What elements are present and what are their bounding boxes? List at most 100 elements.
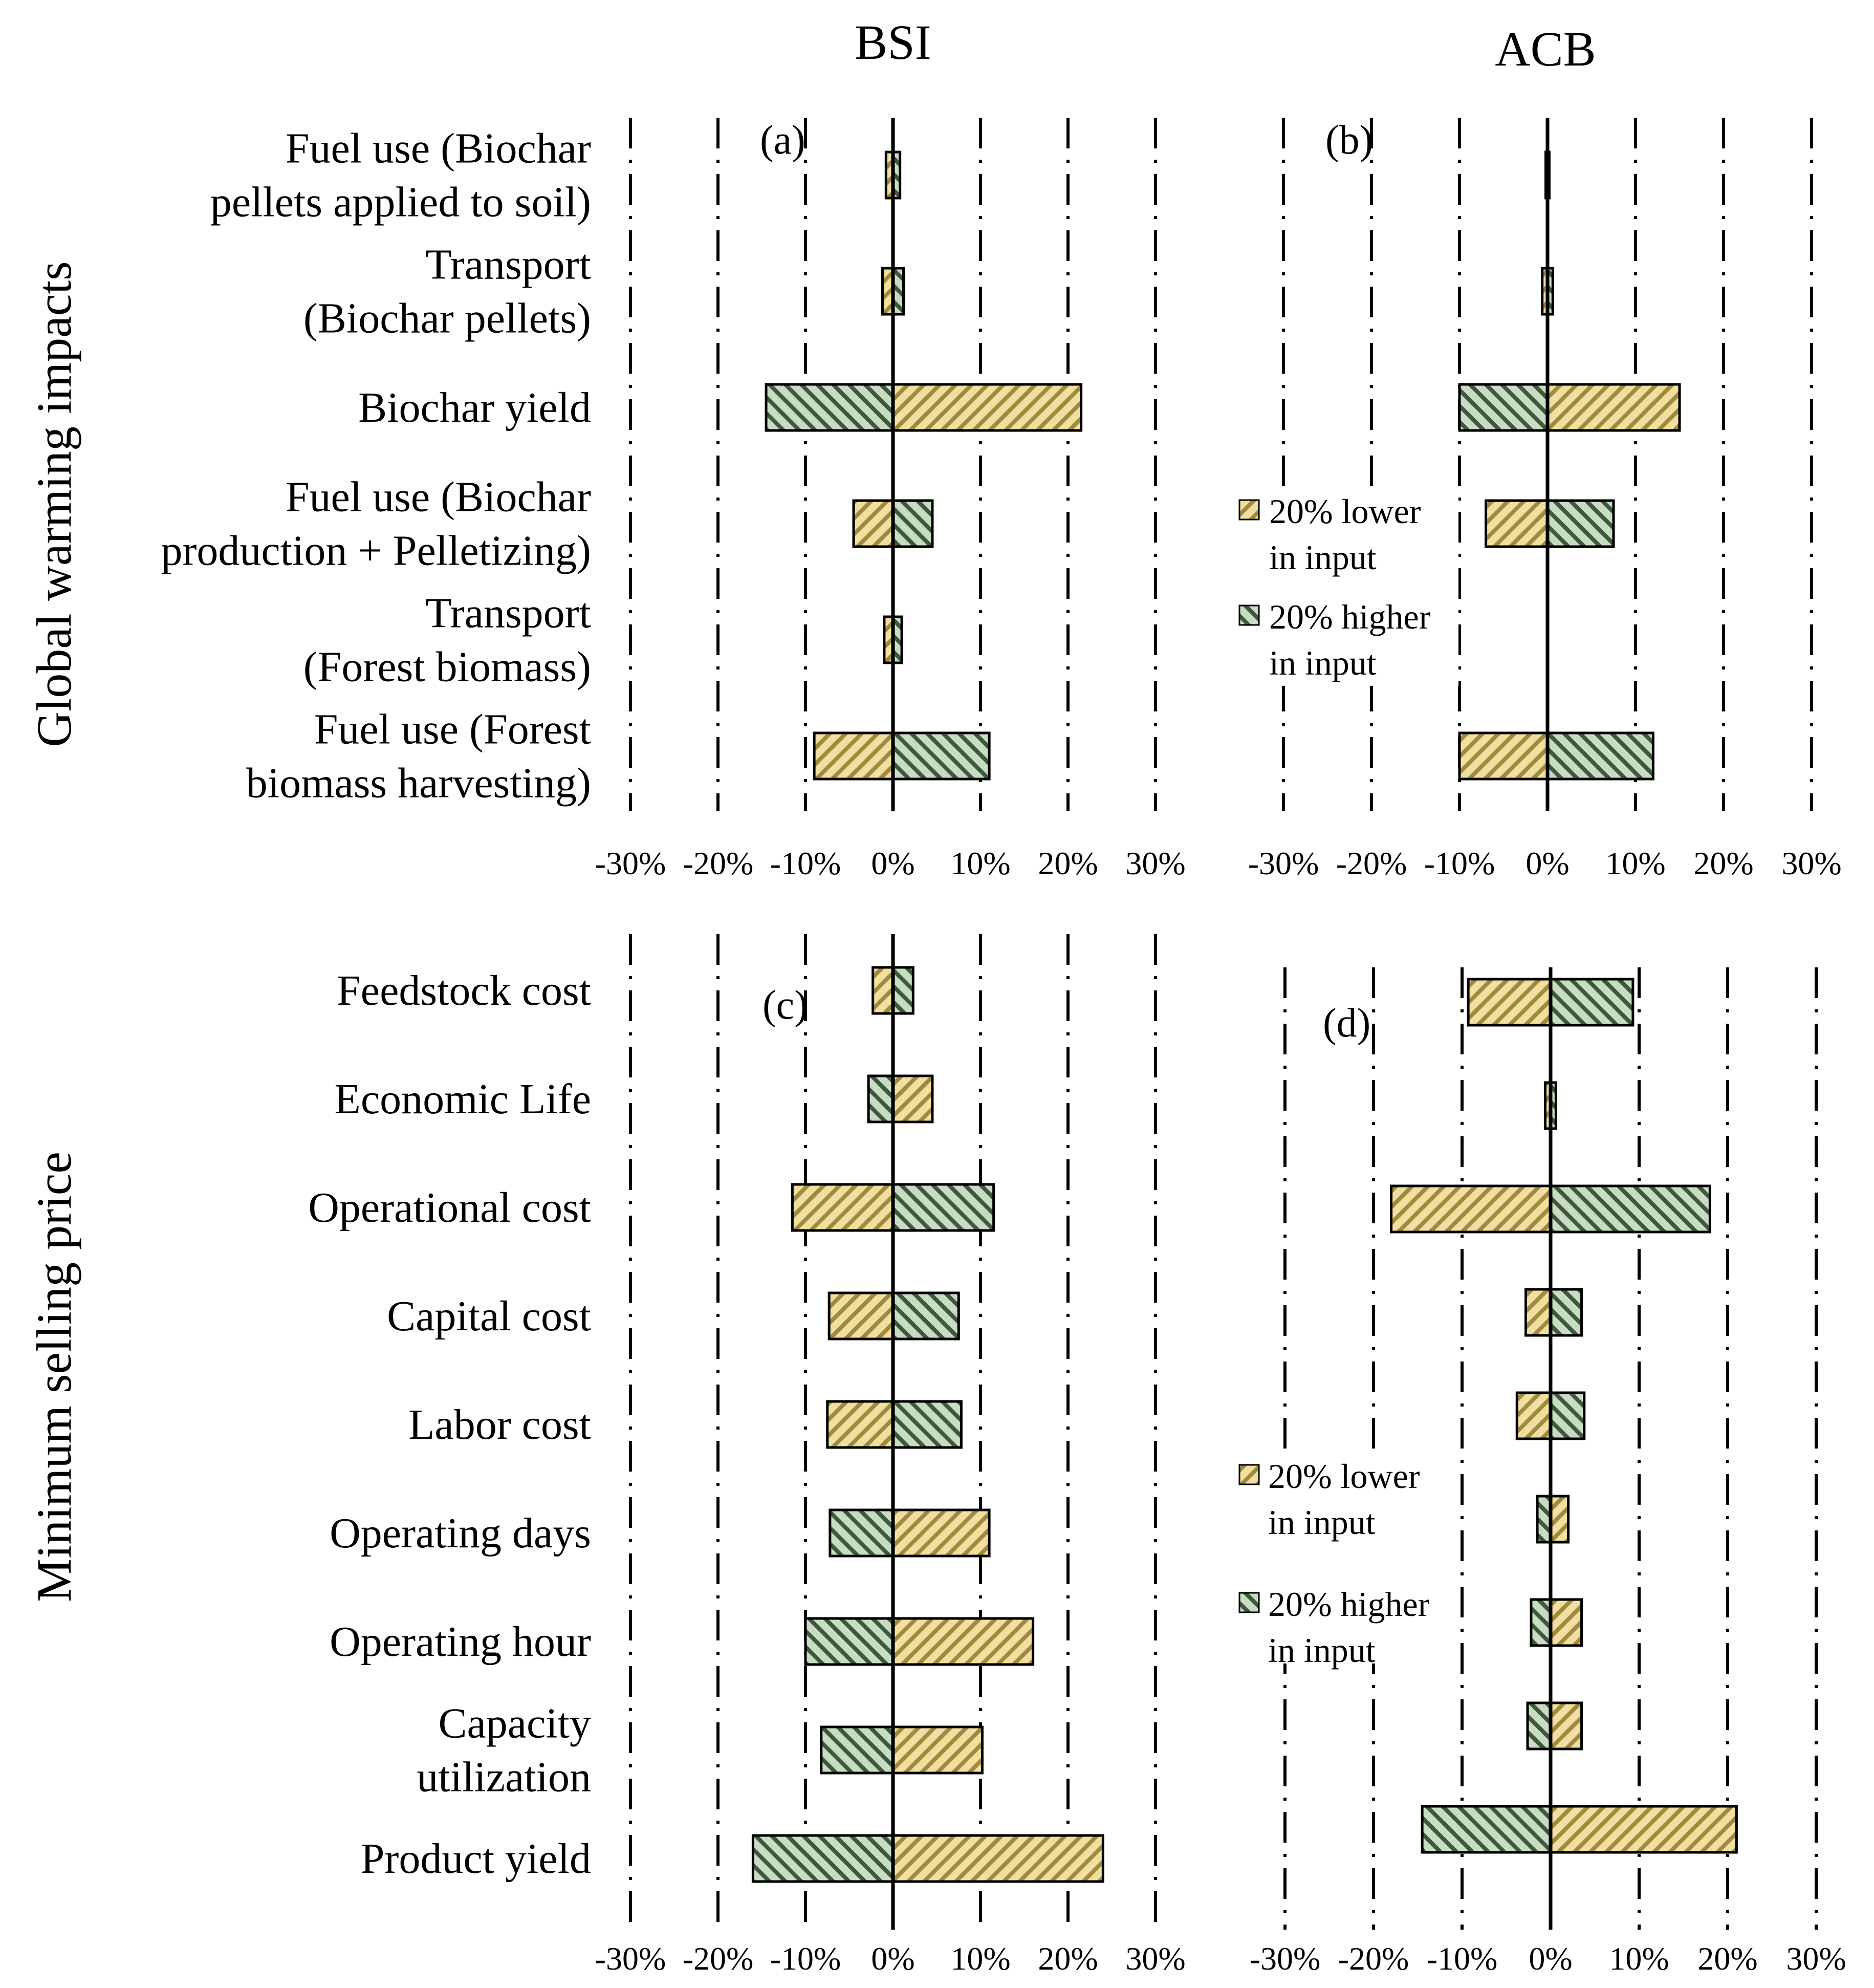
bar-higher-input [1536,1495,1552,1544]
legend-b-higher-line2: in input [1269,643,1377,682]
tick-label: 20% [1038,845,1098,881]
category-label: Product yield [361,1835,591,1883]
tick-label: -30% [595,1940,666,1977]
column-title-acb: ACB [1495,21,1596,76]
panel-label: (b) [1325,118,1373,163]
panel-c-bsi-msp: (c) Feedstock cost Economic Life Operationa… [308,934,1186,1977]
bar-lower-input [1549,1701,1583,1751]
tick-label: 20% [1038,1940,1098,1977]
category-label: Operating hour [330,1618,591,1666]
bar-higher-input [891,499,934,548]
bar-higher-input [829,1508,895,1558]
tick-label: 0% [1526,845,1569,881]
tick-label: 0% [871,845,914,881]
category-label: biomass harvesting) [246,760,591,807]
legend-b-higher-label: 20% higher in input [1269,597,1439,682]
bar-higher-input [1549,1184,1711,1234]
bar-lower-input [871,966,895,1015]
panel-a-bsi-gwi: (a) Fuel use (Biochar pellets applied to s… [161,118,1186,881]
bar-lower-input [791,1183,895,1232]
category-label: Feedstock cost [337,967,591,1014]
bar-lower-input [891,1508,991,1558]
category-label: Fuel use (Biochar [286,473,591,521]
bar-higher-input [1421,1805,1552,1854]
tick-label: -30% [595,845,666,881]
legend-b-lower-line2: in input [1269,538,1377,577]
bar-lower-input [891,1834,1104,1883]
bar-lower-input [891,383,1083,432]
column-title-bsi: BSI [855,15,931,70]
tick-label: -20% [683,845,754,881]
tick-label: 30% [1125,845,1185,881]
category-label: Operational cost [308,1184,591,1231]
tick-label: 10% [950,1940,1010,1977]
category-label: Economic Life [335,1075,591,1123]
tick-label: -20% [1336,845,1407,881]
panel-b-acb-gwi: (b) -30% -20% -10% 0% 10% 20% 30% [1248,118,1842,881]
legend-b: 20% lower in input 20% higher in input [1238,492,1439,682]
tick-label: 30% [1125,1940,1185,1977]
legend-d-higher-label: 20% higher in input [1268,1585,1438,1670]
bar-lower-input [1549,1598,1583,1647]
bar-higher-input [1549,1391,1586,1440]
bar-lower-input [1515,1391,1552,1440]
bar-higher-input [891,1400,963,1449]
bar-higher-input [1549,1288,1583,1337]
bar-lower-input [826,1400,895,1449]
category-label: Labor cost [408,1401,591,1449]
tick-label: 10% [950,845,1010,881]
bar-lower-input [891,1074,934,1123]
bar-higher-input [804,1617,895,1666]
legend-b-lower-label: 20% lower in input [1269,492,1429,577]
bar-higher-input [1530,1598,1552,1647]
tick-label: -30% [1250,1940,1321,1977]
panel-label: (d) [1323,1001,1370,1046]
tick-label: 20% [1693,845,1753,881]
tick-label: 0% [1529,1940,1572,1977]
tick-label: -10% [770,845,841,881]
legend-d: 20% lower in input 20% higher in input [1238,1457,1438,1670]
panel-label: (c) [762,983,808,1028]
panel-d-acb-msp: (d) -30% -20% -10% 0% 10% 20% 30% [1250,967,1846,1977]
tick-label: 0% [871,1940,914,1977]
legend-d-higher-swatch [1238,1592,1260,1613]
category-label: Transport [425,590,591,637]
category-label: pellets applied to soil) [210,179,591,226]
bar-higher-input [765,383,895,432]
tick-label: 10% [1609,1940,1669,1977]
tick-label: 30% [1781,845,1841,881]
legend-d-higher-line1: 20% higher [1268,1585,1430,1624]
tick-label: 30% [1786,1940,1846,1977]
category-label: (Forest biomass) [303,643,591,691]
legend-background [1233,486,1458,686]
legend-b-lower-line1: 20% lower [1269,492,1421,531]
legend-d-lower-label: 20% lower in input [1268,1457,1428,1542]
bar-lower-input [852,499,895,548]
bar-higher-input [820,1725,895,1775]
legend-d-lower-line1: 20% lower [1268,1457,1420,1496]
bar-lower-input [1467,978,1552,1027]
bar-higher-input [1526,1701,1552,1751]
legend-b-lower-swatch [1238,499,1260,521]
category-label: Fuel use (Biochar [286,125,591,172]
legend-background [1233,1449,1458,1663]
category-label: utilization [417,1754,591,1801]
bar-lower-input [813,731,895,781]
bar-lower-input [1549,1805,1738,1854]
legend-b-higher-swatch [1238,604,1260,626]
tick-label: -20% [1338,1940,1409,1977]
bar-higher-input [891,966,914,1015]
category-label: Transport [425,241,591,289]
category-label: Biochar yield [358,384,591,431]
legend-d-lower-swatch [1238,1464,1260,1485]
bar-lower-input [891,1617,1035,1666]
legend-d-higher-line2: in input [1268,1631,1376,1670]
tick-label: 10% [1605,845,1665,881]
category-label: Operating days [330,1509,591,1557]
bar-lower-input [891,1725,984,1775]
bar-lower-input [827,1291,895,1341]
bar-lower-input [1549,1495,1570,1544]
legend-b-higher-line1: 20% higher [1269,597,1431,636]
panel-label: (a) [760,118,805,163]
